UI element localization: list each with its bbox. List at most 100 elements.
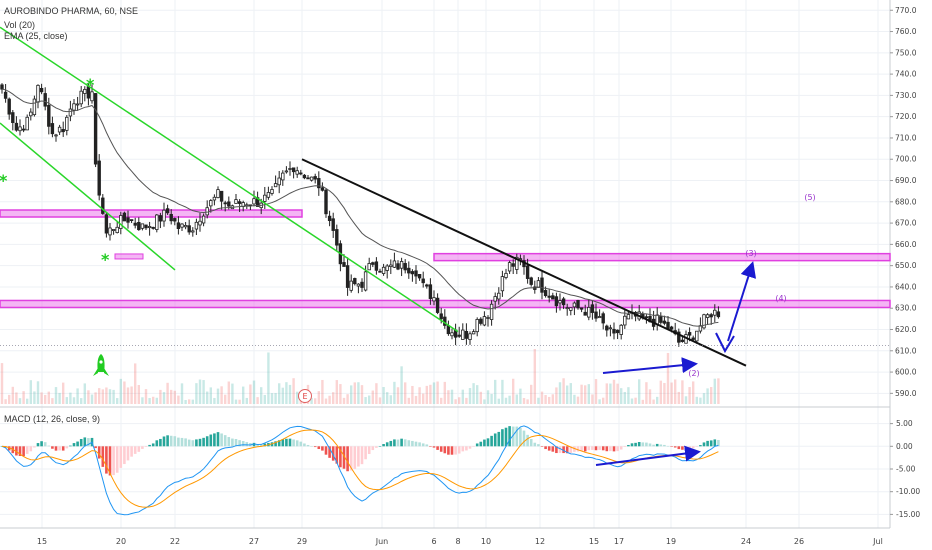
macd-histogram-bar [681,446,684,450]
volume-bar [458,397,461,404]
signal-line [1,429,719,508]
volume-bar [684,396,688,404]
macd-histogram-bar [432,446,436,448]
candle-body [3,91,8,99]
macd-histogram-bar [36,443,40,447]
volume-bar [537,397,540,404]
macd-histogram-bar [22,446,25,457]
volume-bar [443,381,446,404]
volume-bar [602,397,605,404]
date-tick-label: 10 [481,537,491,546]
volume-bar [44,394,47,404]
volume-bar [69,392,72,404]
candle-body [209,200,213,207]
price-tick-label: 640.0 [895,282,917,291]
volume-bar [339,384,342,404]
macd-histogram-bar [573,446,576,452]
date-tick-label: 15 [589,537,599,546]
candle-body [554,296,559,307]
macd-histogram-bar [133,446,137,454]
candle-body [457,334,461,337]
candle-body [558,300,562,304]
price-tick-label: 720.0 [895,112,917,121]
volume-bar [404,382,407,404]
volume-bar [544,395,547,404]
macd-histogram-bar [475,443,479,447]
candle-body [461,329,465,340]
volume-bar [58,392,61,404]
candle-body [705,314,710,318]
candle-body [601,313,605,324]
macd-histogram-bar [677,446,681,450]
candle-body [691,337,695,340]
candle-body [511,263,515,267]
volume-bar [580,384,583,404]
macd-histogram-bar [385,442,389,447]
volume-bar [616,383,619,404]
volume-bar [674,379,677,404]
volume-bar [454,399,457,404]
macd-histogram-bar [252,442,256,447]
candle-body [464,330,469,339]
volume-bar [137,385,140,404]
date-tick-label: 27 [249,537,259,546]
volume-bar [166,382,169,404]
star-marker: * [0,171,8,190]
macd-histogram-bar [551,446,555,452]
candle-body [367,263,371,271]
candle-body [137,221,141,231]
volume-bar [440,397,443,404]
macd-histogram-bar [83,437,87,447]
macd-histogram-bar [126,446,130,461]
volume-bar [620,388,623,404]
macd-histogram-bar [238,440,241,447]
candle-body [479,318,483,324]
macd-histogram-bar [717,439,720,447]
candle-body [572,302,577,308]
macd-histogram-bar [29,446,33,452]
volume-bar [594,379,598,404]
candle-body [471,331,476,335]
candle-body [435,297,440,313]
candle-body [669,326,674,330]
volume-bar [706,388,709,404]
candle-body [615,329,620,334]
macd-histogram-bar [43,442,47,447]
candle-body [349,280,353,291]
volume-bar [321,379,324,404]
candle-body [187,225,191,233]
volume-bar [47,391,50,404]
candle-body [371,262,375,265]
volume-bar [40,392,43,404]
candle-body [363,271,368,291]
price-tick-label: 680.0 [895,197,917,206]
macd-histogram-bar [177,437,180,447]
candle-body [57,126,62,133]
candle-body [205,207,209,216]
volume-bars [0,349,720,404]
volume-bar [429,384,432,404]
volume-bar [508,395,511,404]
candle-body [619,324,623,335]
volume-bar [591,394,594,404]
macd-histogram-bar [313,446,317,448]
macd-histogram-bar [641,442,645,447]
volume-bar [587,384,590,404]
candle-body [273,183,278,188]
candle-body [565,307,569,310]
macd-histogram-bar [605,446,609,452]
candle-body [21,128,26,131]
macd-histogram-bar [115,446,119,473]
date-tick-label: 19 [666,537,676,546]
candle-body [144,224,148,229]
volume-bar [112,389,115,404]
macd-histogram-bar [594,446,598,451]
candle-body [486,317,490,319]
macd-histogram-bar [526,434,529,447]
candle-body [83,88,87,94]
candle-body [122,212,127,222]
volume-bar [432,382,436,404]
rocket-icon [93,354,109,376]
candle-body [0,84,4,90]
volume-bar [148,398,151,404]
